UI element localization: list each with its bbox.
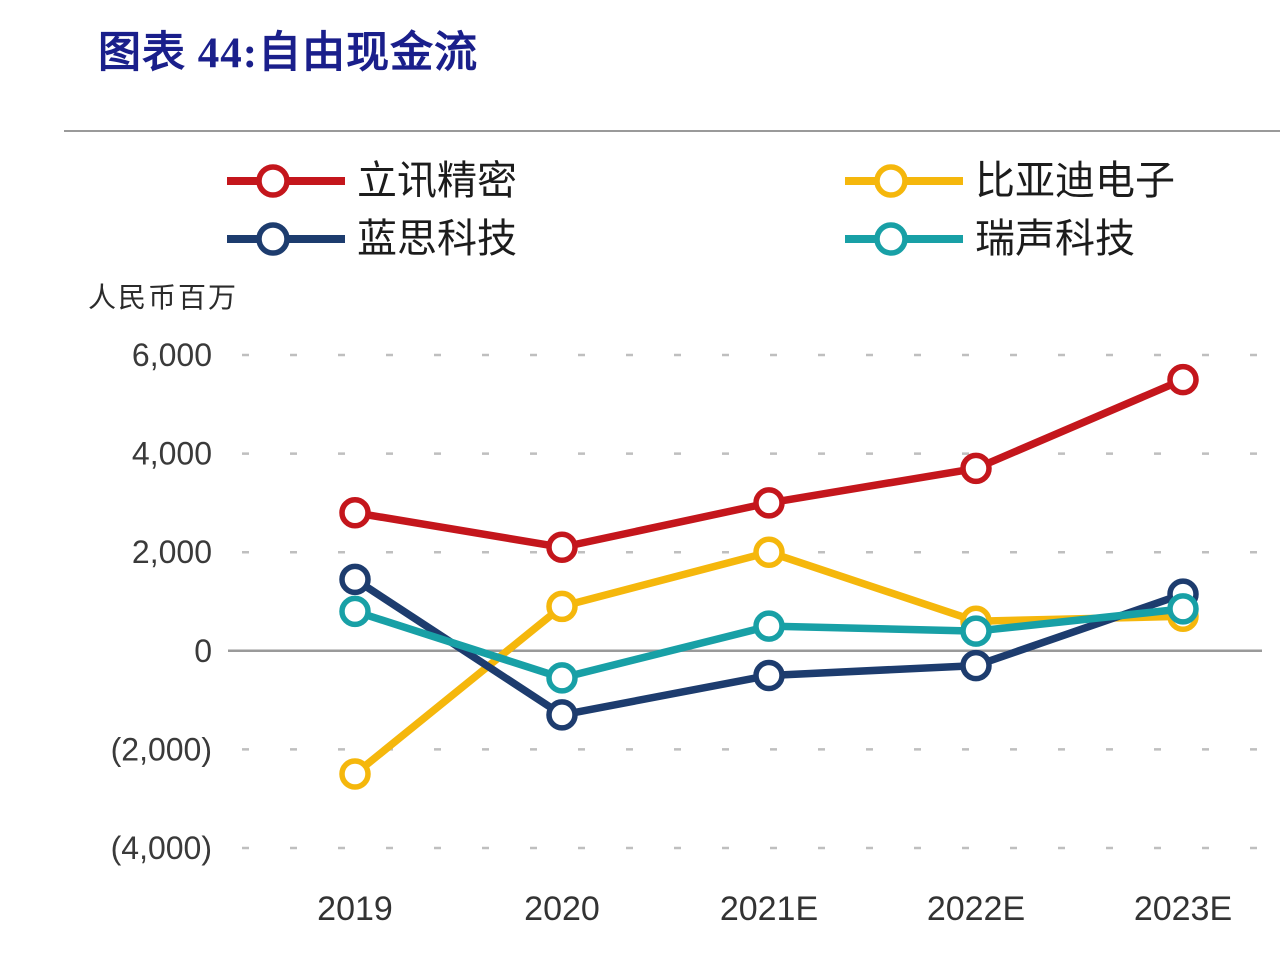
legend-label: 瑞声科技 — [975, 216, 1135, 261]
data-point-marker — [339, 497, 371, 529]
data-point-marker — [1167, 363, 1199, 396]
data-point-marker — [546, 699, 578, 731]
data-point-marker — [1167, 593, 1199, 625]
legend-item-lens: 蓝思科技 — [225, 217, 843, 261]
x-tick-label: 2021E — [720, 890, 818, 928]
x-tick-label: 2020 — [524, 890, 600, 928]
data-point-marker — [753, 659, 785, 692]
data-point-marker — [753, 610, 785, 642]
data-point-marker — [960, 452, 992, 485]
legend-label: 立讯精密 — [357, 158, 517, 203]
series-line — [351, 375, 1187, 552]
line-marker-icon — [845, 222, 963, 256]
x-tick-label: 2019 — [317, 890, 393, 928]
legend-label: 蓝思科技 — [357, 216, 517, 261]
data-point-marker — [546, 662, 578, 694]
data-point-marker — [753, 487, 785, 519]
y-tick-label: (2,000) — [111, 731, 212, 767]
legend-item-byd: 比亚迪电子 — [843, 159, 1175, 203]
data-point-marker — [753, 536, 785, 568]
line-marker-icon — [227, 164, 345, 198]
data-point-marker — [339, 563, 371, 596]
data-point-marker — [546, 531, 578, 564]
data-point-marker — [960, 615, 992, 647]
data-point-marker — [339, 758, 371, 790]
x-tick-label: 2023E — [1134, 890, 1232, 928]
y-tick-label: 6,000 — [132, 337, 212, 373]
chart-legend: 立讯精密 比亚迪电子 蓝思科技 瑞声科技 — [225, 152, 1175, 268]
y-axis-unit-label: 人民币百万 — [88, 283, 239, 314]
line-marker-icon — [845, 164, 963, 198]
y-tick-label: 2,000 — [132, 534, 212, 570]
data-point-marker — [960, 649, 992, 682]
chart-title-text: 图表 44:自由现金流 — [98, 30, 479, 77]
chart-title: 图表 44:自由现金流 — [98, 18, 478, 80]
legend-label: 比亚迪电子 — [975, 158, 1175, 203]
legend-item-aac: 瑞声科技 — [843, 217, 1175, 261]
title-divider — [64, 130, 1280, 132]
data-point-marker — [546, 590, 578, 623]
y-tick-label: 0 — [194, 633, 212, 669]
x-tick-label: 2022E — [927, 890, 1025, 928]
y-tick-label: (4,000) — [111, 830, 212, 866]
data-point-marker — [339, 595, 371, 628]
y-tick-label: 4,000 — [132, 436, 212, 472]
legend-item-lixun: 立讯精密 — [225, 159, 843, 203]
series-line — [351, 575, 1187, 719]
line-marker-icon — [227, 222, 345, 256]
